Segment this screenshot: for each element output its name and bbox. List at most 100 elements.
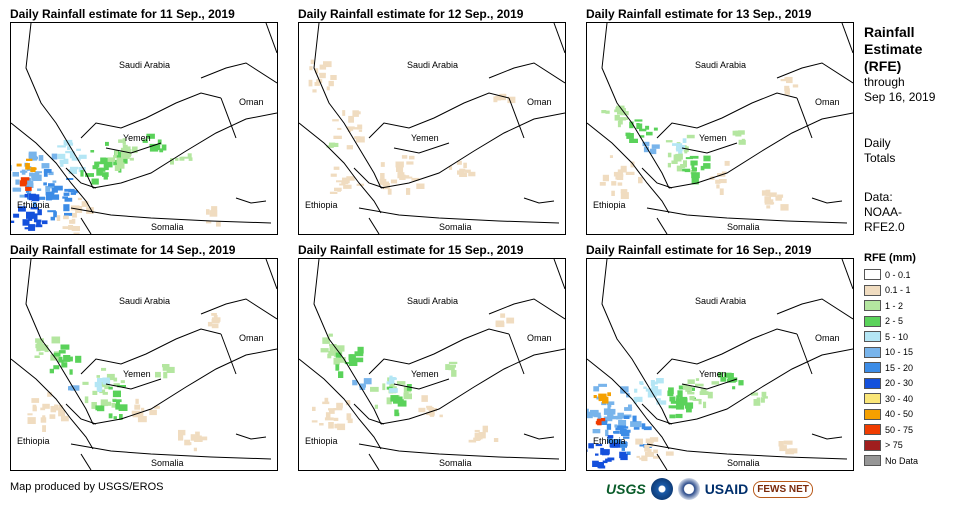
rainfall-cell (102, 377, 110, 384)
rainfall-cell (358, 129, 363, 132)
socotra-outline (811, 197, 843, 204)
rainfall-cell (621, 447, 625, 451)
rainfall-cell (29, 172, 33, 177)
rainfall-cell (353, 127, 358, 130)
yemen-south-coast-line (380, 112, 565, 189)
legend-label: 1 - 2 (885, 300, 904, 311)
map-label-oman: Oman (527, 97, 552, 107)
rainfall-cell (448, 361, 458, 364)
rainfall-cell (101, 367, 107, 371)
rainfall-cell (495, 95, 502, 101)
oman-yemen-border-line (796, 333, 813, 375)
rainfall-cell (343, 184, 352, 189)
rainfall-cell (26, 158, 33, 161)
rainfall-cell (54, 185, 63, 191)
rainfall-cell (24, 193, 29, 198)
rainfall-cell (25, 186, 32, 191)
rainfall-cell (665, 140, 673, 143)
rainfall-cell (386, 397, 392, 405)
rainfall-cell (195, 431, 200, 439)
rainfall-cell (115, 151, 123, 158)
rainfall-cell (31, 194, 40, 202)
rainfall-cell (68, 386, 73, 389)
rainfall-cell (689, 155, 699, 159)
yemen-south-coast-line (380, 348, 565, 425)
rainfall-cell (761, 391, 767, 397)
panel-title: Daily Rainfall estimate for 11 Sep., 201… (10, 7, 235, 21)
map-label-somalia: Somalia (151, 222, 184, 232)
rainfall-cell (626, 451, 631, 455)
rainfall-cell (606, 423, 612, 430)
rainfall-cell (786, 76, 793, 84)
rainfall-cell (33, 213, 38, 220)
rainfall-cell (635, 438, 643, 445)
red-sea-coast-line (601, 259, 670, 425)
rainfall-cell (326, 86, 330, 91)
rainfall-cell (382, 383, 386, 391)
rainfall-cell (678, 385, 686, 390)
rainfall-cell (50, 406, 57, 413)
legend-label: > 75 (885, 440, 903, 451)
rainfall-cell (125, 146, 131, 151)
rainfall-map: Saudi Arabia Oman Yemen Ethiopia Somalia (298, 22, 566, 235)
rainfall-cell (159, 148, 164, 153)
rainfall-cell (326, 145, 332, 148)
rainfall-cell (623, 415, 630, 419)
rainfall-cell (179, 156, 185, 161)
yemen-governorate-lines (641, 142, 738, 189)
rainfall-cell (597, 462, 604, 469)
rainfall-cell (500, 313, 506, 318)
rainfall-cell (51, 336, 61, 344)
panel-title: Daily Rainfall estimate for 16 Sep., 201… (586, 243, 812, 257)
rainfall-cell (337, 423, 346, 431)
rainfall-cell (448, 367, 455, 371)
rainfall-cell (48, 171, 54, 176)
rainfall-cell (58, 410, 66, 417)
rainfall-cell (479, 432, 485, 439)
rainfall-cell (474, 429, 480, 433)
rainfall-cell (96, 375, 100, 378)
rainfall-cell (619, 441, 627, 448)
rainfall-cell (71, 157, 81, 161)
rainfall-cell (673, 154, 682, 162)
oman-inner-border-line (488, 298, 565, 320)
rainfall-cell (82, 381, 89, 385)
rainfall-cell (718, 179, 727, 184)
legend-swatch (864, 439, 881, 451)
rainfall-cell (58, 359, 64, 363)
legend-swatch (864, 424, 881, 436)
rainfall-map: Saudi Arabia Oman Yemen Ethiopia Somalia (298, 258, 566, 471)
legend-label: No Data (885, 455, 919, 466)
rainfall-cell (91, 178, 99, 185)
rainfall-cell (52, 180, 57, 183)
rainfall-cell (64, 212, 73, 216)
sidebar-data-source: Data: NOAA- RFE2.0 (864, 190, 905, 235)
rainfall-cell (690, 160, 698, 166)
rainfall-cell (766, 205, 771, 209)
rainfall-cell (649, 148, 657, 155)
rainfall-cell (625, 171, 635, 175)
rainfall-cell (193, 447, 197, 452)
map-label-somalia: Somalia (439, 222, 472, 232)
legend-swatch (864, 408, 881, 420)
rainfall-cell (695, 378, 700, 381)
rainfall-cell (60, 344, 70, 350)
map-label-oman: Oman (815, 333, 840, 343)
rainfall-cell (48, 186, 57, 189)
rainfall-cell (614, 424, 618, 428)
rainfall-cell (630, 421, 638, 427)
rainfall-cell (149, 409, 157, 416)
logo-strip: USGS USAID FEWS NET (606, 478, 813, 500)
rainfall-cell (390, 179, 398, 184)
rainfall-cell (113, 383, 120, 387)
rainfall-cell (653, 127, 658, 131)
rainfall-cell (665, 451, 674, 456)
rainfall-cell (347, 418, 353, 424)
rainfall-cell (312, 406, 316, 411)
rainfall-cell (354, 136, 361, 139)
rainfall-cell (38, 155, 44, 161)
rainfall-cell (65, 150, 72, 154)
somalia-border-line (80, 453, 92, 470)
rainfall-cell (190, 434, 196, 441)
rainfall-cell (689, 396, 695, 401)
